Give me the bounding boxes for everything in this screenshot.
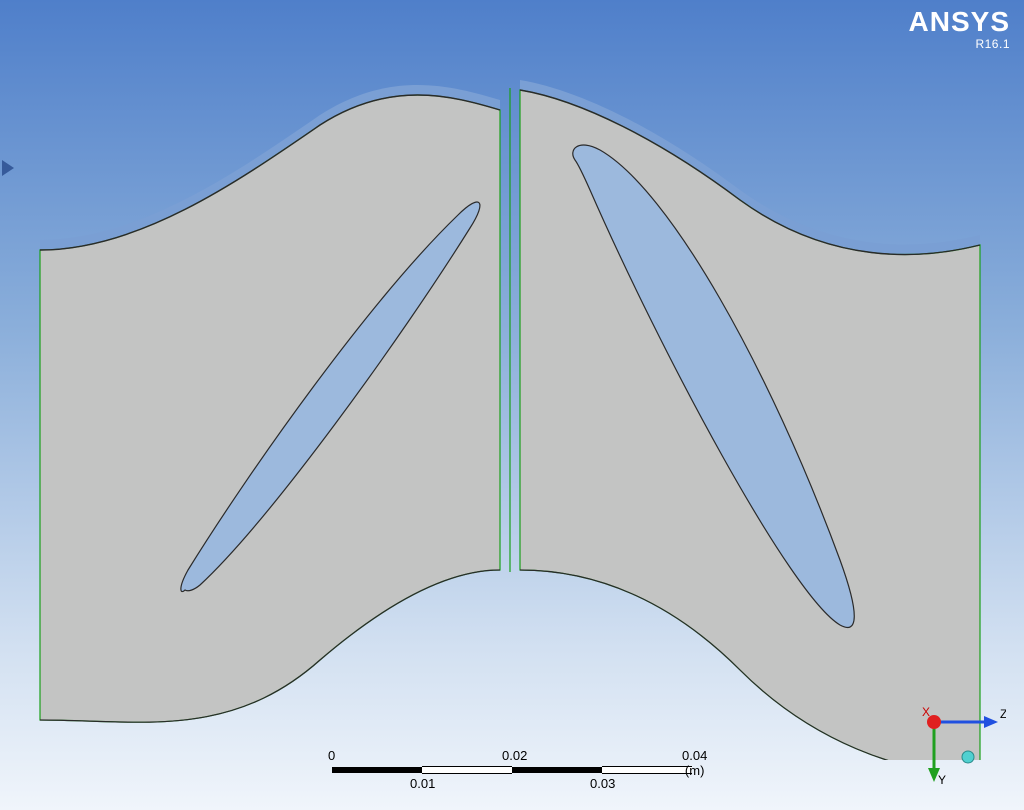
viewport-3d[interactable]: ANSYS R16.1 0 0.02 0.04 (m) xyxy=(0,0,1024,810)
triad-y-label: Y xyxy=(938,773,946,787)
triad-iso-ball-icon[interactable] xyxy=(962,751,974,763)
orientation-triad[interactable]: Z Y X xyxy=(916,702,1006,792)
scale-label: 0.01 xyxy=(410,776,435,791)
scale-label: 0.03 xyxy=(590,776,615,791)
triad-z-label: Z xyxy=(1000,707,1006,721)
scale-label: 0.04 (m) xyxy=(682,748,707,778)
origin-marker-icon xyxy=(2,160,14,176)
triad-x-label: X xyxy=(922,705,930,719)
scale-label: 0.02 xyxy=(502,748,527,763)
left-domain-surface[interactable] xyxy=(40,95,500,722)
logo-brand-text: ANSYS xyxy=(909,8,1010,36)
triad-z-arrow-icon xyxy=(984,716,998,728)
scale-segment xyxy=(422,766,512,774)
scale-segment xyxy=(332,767,422,773)
scale-bar-segments xyxy=(332,766,692,774)
scale-label: 0 xyxy=(328,748,335,763)
geometry-canvas[interactable] xyxy=(20,40,1000,760)
scale-segment xyxy=(512,767,602,773)
scale-segment xyxy=(602,766,692,774)
scale-bar: 0 0.02 0.04 (m) 0.01 0.03 xyxy=(332,748,692,792)
